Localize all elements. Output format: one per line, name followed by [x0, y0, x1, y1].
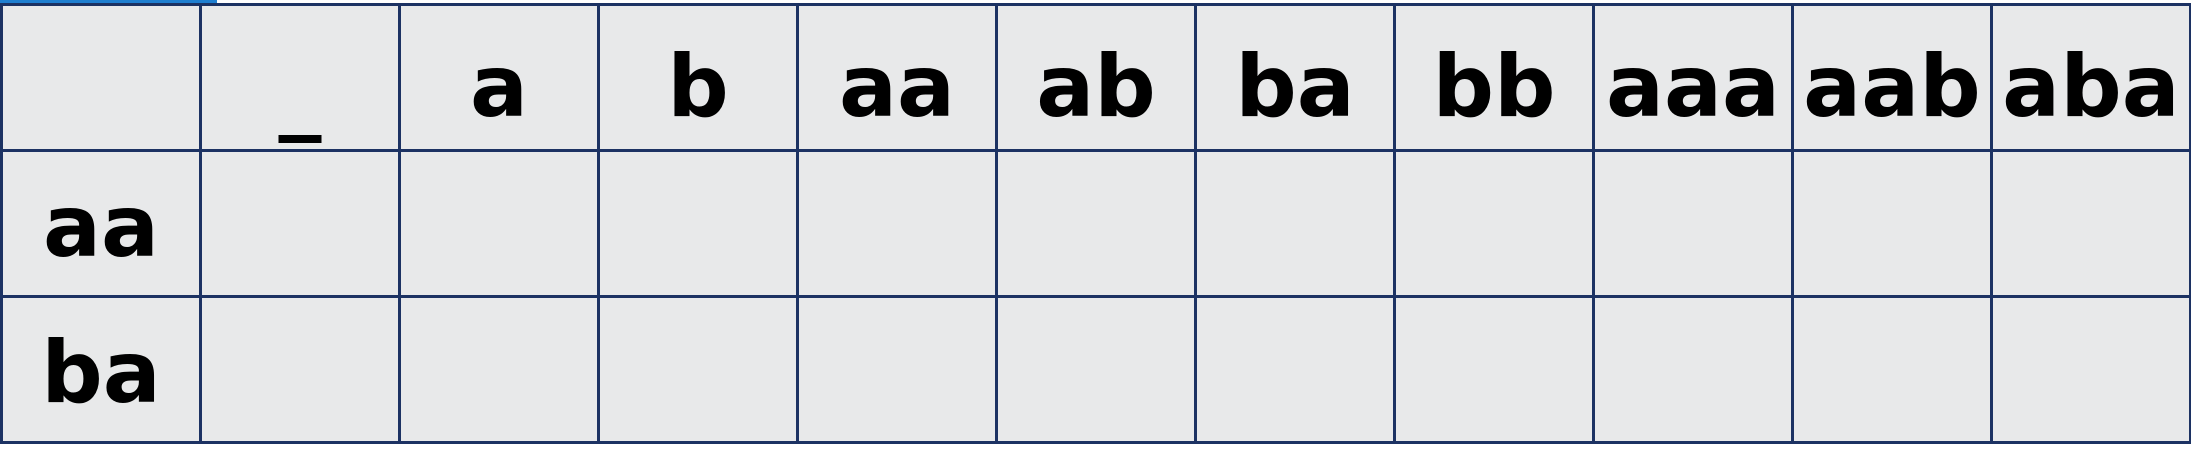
column-header[interactable]: bb: [1393, 3, 1595, 152]
row-header[interactable]: ba: [0, 295, 202, 444]
table-cell[interactable]: [398, 149, 600, 298]
table-cell[interactable]: [1791, 149, 1993, 298]
column-header[interactable]: ba: [1194, 3, 1396, 152]
table-cell[interactable]: [1592, 149, 1794, 298]
table-cell[interactable]: [995, 149, 1197, 298]
table-cell[interactable]: [1990, 295, 2191, 444]
table-cell[interactable]: [1393, 295, 1595, 444]
table-row: ba: [0, 295, 2191, 444]
column-header[interactable]: ab: [995, 3, 1197, 152]
column-header[interactable]: aba: [1990, 3, 2191, 152]
table-cell[interactable]: [597, 149, 799, 298]
column-header[interactable]: aaa: [1592, 3, 1794, 152]
selection-indicator: [0, 0, 217, 4]
table-cell[interactable]: [199, 295, 401, 444]
column-header[interactable]: aa: [796, 3, 998, 152]
table-cell[interactable]: [1592, 295, 1794, 444]
header-row: _ a b aa ab ba bb aaa aab aba: [0, 3, 2191, 152]
observation-table: _ a b aa ab ba bb aaa aab aba aa ba: [0, 3, 2191, 444]
table-cell[interactable]: [398, 295, 600, 444]
column-header-empty-string[interactable]: _: [199, 3, 401, 152]
table-cell[interactable]: [1791, 295, 1993, 444]
table-cell[interactable]: [199, 149, 401, 298]
table-cell[interactable]: [1194, 149, 1396, 298]
table-cell[interactable]: [796, 149, 998, 298]
column-header[interactable]: b: [597, 3, 799, 152]
table-cell[interactable]: [597, 295, 799, 444]
table-cell[interactable]: [1393, 149, 1595, 298]
table-cell[interactable]: [796, 295, 998, 444]
corner-cell[interactable]: [0, 3, 202, 152]
row-header[interactable]: aa: [0, 149, 202, 298]
table-cell[interactable]: [1194, 295, 1396, 444]
column-header[interactable]: aab: [1791, 3, 1993, 152]
table-row: aa: [0, 149, 2191, 298]
column-header[interactable]: a: [398, 3, 600, 152]
table-cell[interactable]: [1990, 149, 2191, 298]
table-cell[interactable]: [995, 295, 1197, 444]
